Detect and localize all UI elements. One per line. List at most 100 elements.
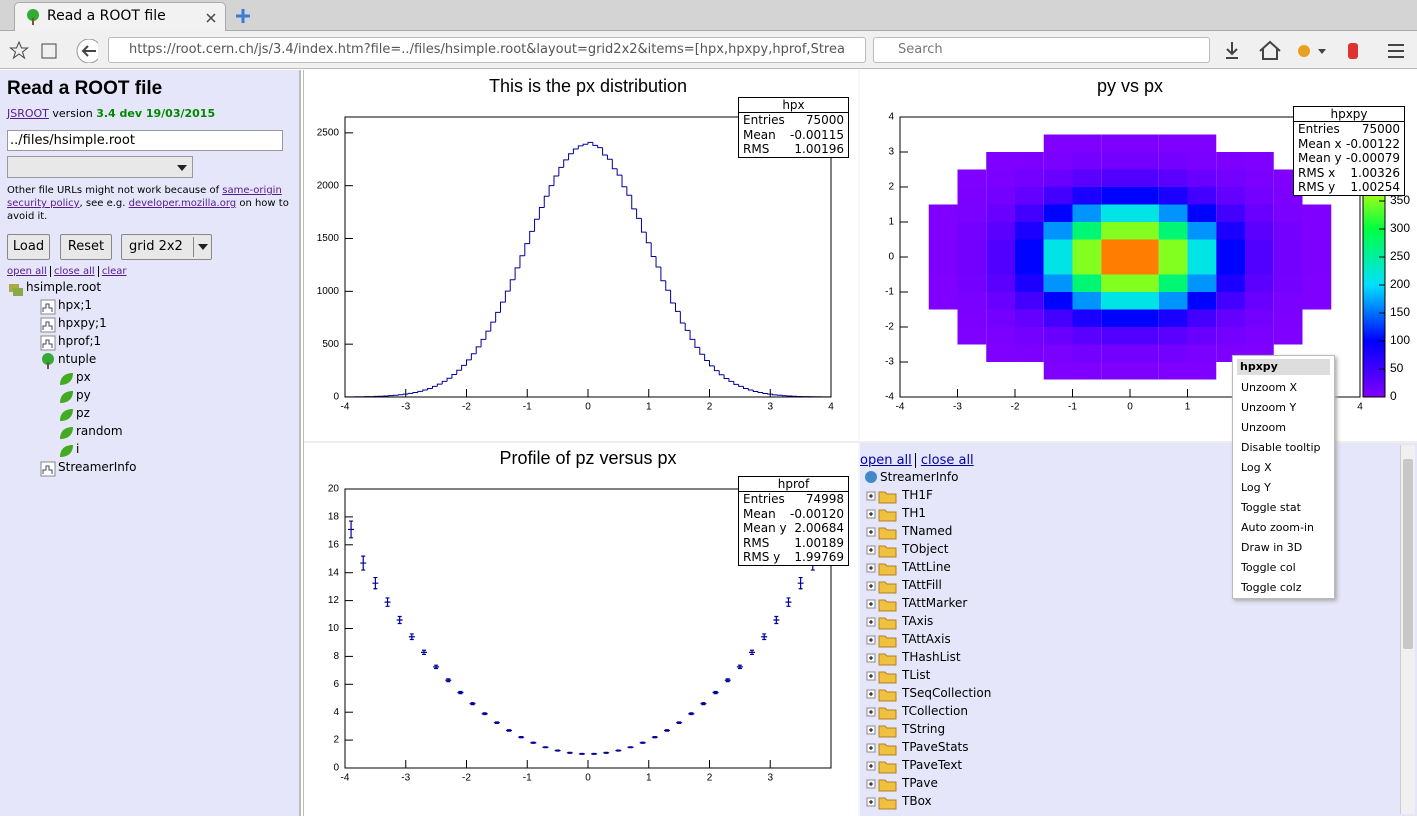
streamer-item[interactable]: TCollection: [866, 704, 968, 718]
streamer-item[interactable]: TNamed: [866, 524, 952, 538]
streamer-item[interactable]: TH1F: [866, 488, 933, 502]
tree-item[interactable]: hprof;1: [58, 334, 101, 348]
note-link[interactable]: developer.mozilla.org: [129, 198, 237, 209]
tree-links: open all close all clear: [7, 266, 127, 277]
version-word: version: [52, 107, 92, 120]
tree-item[interactable]: i: [76, 442, 79, 456]
sidebar: Read a ROOT file JSROOT version 3.4 dev …: [0, 70, 301, 816]
streamer-item[interactable]: TObject: [866, 542, 948, 556]
streamer-label: TCollection: [902, 704, 968, 718]
stats-row: Mean y-0.00079: [1294, 151, 1404, 166]
reset-button[interactable]: Reset: [60, 234, 112, 260]
nav-icons[interactable]: [8, 39, 98, 63]
menu-item[interactable]: Log X: [1233, 458, 1334, 478]
open-all[interactable]: open all: [7, 266, 51, 277]
folder-icon: [866, 722, 898, 738]
stats-value: 75000: [806, 113, 844, 128]
tree-item[interactable]: random: [76, 424, 123, 438]
menu-item[interactable]: Toggle col: [1233, 558, 1334, 578]
tree-item[interactable]: StreamerInfo: [58, 460, 136, 474]
menu-item[interactable]: Toggle colz: [1233, 578, 1334, 598]
streamer-label: TNamed: [902, 524, 952, 538]
tree-icon: [58, 389, 74, 405]
menu-item[interactable]: Unzoom: [1233, 418, 1334, 438]
streamer-item[interactable]: TString: [866, 722, 945, 736]
scrollbar[interactable]: [1400, 445, 1415, 814]
new-tab[interactable]: [234, 7, 252, 25]
tree-item[interactable]: pz: [76, 406, 90, 420]
folder-icon: [866, 596, 898, 612]
clear[interactable]: clear: [102, 266, 127, 277]
stats-title: hprof: [739, 477, 848, 492]
streamer-item[interactable]: TPaveStats: [866, 740, 969, 754]
folder-icon: [866, 614, 898, 630]
streamer-label: THashList: [902, 650, 961, 664]
close-all[interactable]: close all: [921, 453, 974, 468]
menu-item[interactable]: Unzoom X: [1233, 378, 1334, 398]
sidebar-title: Read a ROOT file: [7, 78, 162, 100]
url-bar[interactable]: https://root.cern.ch/js/3.4/index.htm?fi…: [108, 37, 866, 63]
folder-icon: [866, 668, 898, 684]
close-all[interactable]: close all: [54, 266, 99, 277]
menu-item[interactable]: Toggle stat: [1233, 498, 1334, 518]
jsroot-link[interactable]: JSROOT: [7, 107, 49, 120]
folder-icon: [866, 794, 898, 810]
stats-label: Entries: [743, 113, 785, 128]
folder-icon: [866, 650, 898, 666]
tree-icon: [58, 425, 74, 441]
tree-icon: [40, 353, 56, 369]
menu-item[interactable]: Unzoom Y: [1233, 398, 1334, 418]
search-box[interactable]: Search: [873, 37, 1210, 63]
tree-icon: [40, 335, 56, 351]
streamer-item[interactable]: TAttLine: [866, 560, 951, 574]
streamer-item[interactable]: TAttAxis: [866, 632, 951, 646]
tree-item[interactable]: hsimple.root: [26, 280, 101, 294]
streamer-item[interactable]: TPave: [866, 776, 938, 790]
close-tab[interactable]: [205, 12, 217, 24]
tree-item[interactable]: ntuple: [58, 352, 96, 366]
load-button[interactable]: Load: [7, 234, 50, 260]
streamer-item[interactable]: TList: [866, 668, 930, 682]
toolbar-icons[interactable]: [1220, 39, 1410, 63]
streamer-item[interactable]: TAttFill: [866, 578, 942, 592]
folder-icon: [866, 578, 898, 594]
menu-item[interactable]: Log Y: [1233, 478, 1334, 498]
dropdown-arrow: [172, 157, 192, 177]
stats-value: 1.00196: [794, 142, 844, 157]
menu-item[interactable]: Disable tooltip: [1233, 438, 1334, 458]
tab[interactable]: Read a ROOT file: [14, 2, 226, 32]
streamer-item[interactable]: TPaveText: [866, 758, 962, 772]
streamer-item[interactable]: TAxis: [866, 614, 933, 628]
tree-item[interactable]: px: [76, 370, 91, 384]
stats-title: hpx: [739, 98, 848, 113]
file-input[interactable]: ../files/hsimple.root: [7, 130, 283, 151]
streamer-item[interactable]: TAttMarker: [866, 596, 967, 610]
tree-item[interactable]: hpxpy;1: [58, 316, 107, 330]
streamer-label: TH1: [902, 506, 926, 520]
file-select[interactable]: [7, 156, 193, 178]
stats-row: Mean-0.00120: [739, 507, 848, 522]
tab-bar: Read a ROOT file: [0, 0, 1417, 31]
tree-icon: [58, 443, 74, 459]
root-icon: [864, 470, 878, 484]
scroll-thumb[interactable]: [1403, 459, 1413, 649]
streamer-item[interactable]: TSeqCollection: [866, 686, 991, 700]
menu-item[interactable]: Draw in 3D: [1233, 538, 1334, 558]
streamer-item[interactable]: THashList: [866, 650, 961, 664]
stats-label: RMS: [743, 536, 769, 551]
streamer-root[interactable]: StreamerInfo: [880, 470, 958, 484]
streamer-label: TAttMarker: [902, 596, 967, 610]
tree-item[interactable]: hpx;1: [58, 298, 92, 312]
tree-item[interactable]: py: [76, 388, 91, 402]
stats-label: Entries: [743, 492, 785, 507]
stats-title: hpxpy: [1294, 107, 1404, 122]
streamer-item[interactable]: TH1: [866, 506, 926, 520]
open-all[interactable]: open all: [860, 453, 916, 468]
streamer-item[interactable]: TBox: [866, 794, 932, 808]
menu-item[interactable]: Auto zoom-in: [1233, 518, 1334, 538]
layout-select[interactable]: grid 2x2: [121, 234, 212, 260]
stats-value: 2.00684: [794, 521, 844, 536]
